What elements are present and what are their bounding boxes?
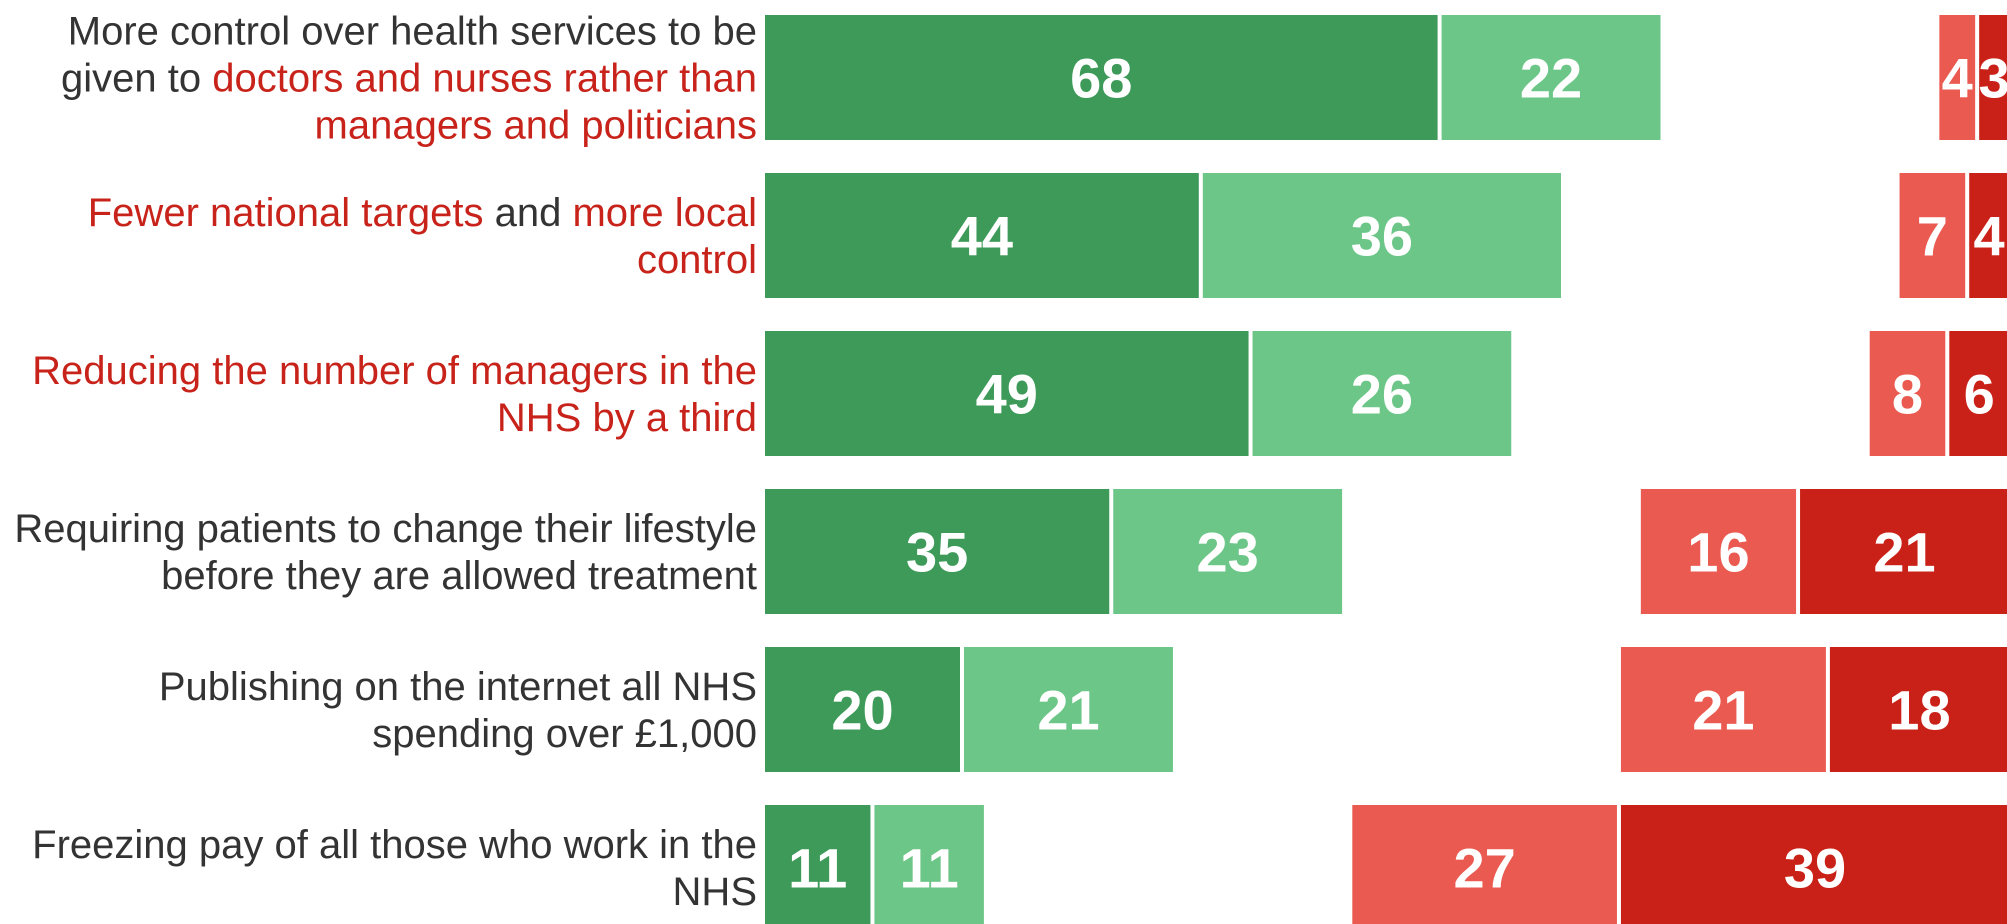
bar-segment-oppose (1939, 15, 1976, 140)
row-label-segment: Freezing pay of all those who work in th… (32, 823, 757, 867)
row-label-segment: and (484, 191, 573, 235)
data-label: 21 (1037, 679, 1099, 742)
bar-segment-strong-oppose (1829, 647, 2007, 772)
data-label: 11 (788, 837, 847, 900)
row-label-segment: Publishing on the internet all NHS (159, 665, 757, 709)
data-label: 36 (1351, 205, 1413, 268)
bar-segment-strong-oppose (1800, 489, 2007, 614)
data-label: 3 (1978, 47, 2007, 110)
bar-segment-strong-oppose (1969, 173, 2007, 298)
bar-segment-strong-support (765, 15, 1438, 140)
row-label-segment: NHS (673, 870, 757, 914)
data-label: 27 (1453, 837, 1515, 900)
row-label-highlight: control (637, 238, 757, 282)
data-label: 21 (1692, 679, 1754, 742)
data-label: 4 (1942, 47, 1973, 110)
bar-segment-oppose (1640, 489, 1797, 614)
bar-segment-strong-support (765, 331, 1249, 456)
row-label: Requiring patients to change their lifes… (14, 507, 757, 598)
row-label-segment: before they are allowed treatment (161, 554, 757, 598)
row-label-highlight: managers and politicians (315, 104, 757, 148)
bar-segment-strong-support (765, 489, 1110, 614)
data-label: 26 (1351, 363, 1413, 426)
data-label: 49 (976, 363, 1038, 426)
bar-segment-strong-support (765, 173, 1199, 298)
row-label-segment: More control over health services to be (68, 10, 757, 54)
data-label: 21 (1873, 521, 1935, 584)
bar-segment-support (1113, 489, 1343, 614)
data-label: 23 (1197, 521, 1259, 584)
bar-segment-support (1252, 331, 1512, 456)
data-label: 11 (900, 837, 959, 900)
bar-segment-support (964, 647, 1173, 772)
data-label: 7 (1917, 205, 1948, 268)
bar-segment-support (874, 805, 984, 924)
row-label-highlight: NHS by a third (497, 396, 757, 440)
bar-segment-support (1202, 173, 1561, 298)
data-label: 4 (1974, 205, 2005, 268)
bar-segment-oppose (1899, 173, 1966, 298)
row-label: Publishing on the internet all NHS spendi… (159, 665, 757, 756)
row-label-highlight: Reducing the number of managers in the (32, 349, 757, 393)
bar-segment-oppose (1352, 805, 1617, 924)
bar-segment-oppose (1620, 647, 1826, 772)
data-label: 6 (1964, 363, 1995, 426)
bar-segment-strong-oppose (1620, 805, 2007, 924)
data-label: 8 (1892, 363, 1923, 426)
data-label: 39 (1784, 837, 1846, 900)
row-label: Fewer national targets and more local con… (88, 191, 757, 282)
bar-segment-strong-support (765, 805, 871, 924)
row-label-highlight: doctors and nurses rather than (212, 57, 757, 101)
bar-segment-strong-oppose (1949, 331, 2007, 456)
bar-segment-strong-support (765, 647, 960, 772)
row-label-segment: given to (61, 57, 212, 101)
row-label-highlight: Fewer national targets (88, 191, 484, 235)
bar-segment-strong-oppose (1979, 15, 2007, 140)
row-label: Freezing pay of all those who work in th… (32, 823, 757, 914)
row-label-segment: Requiring patients to change their lifes… (14, 507, 757, 551)
data-label: 22 (1520, 47, 1582, 110)
bar-segment-support (1441, 15, 1661, 140)
row-label-segment: spending over £1,000 (372, 712, 757, 756)
row-label: More control over health services to be g… (61, 10, 757, 148)
data-label: 44 (951, 205, 1013, 268)
row-label: Reducing the number of managers in the NH… (32, 349, 757, 440)
data-label: 18 (1888, 679, 1950, 742)
bar-segment-oppose (1869, 331, 1946, 456)
data-label: 68 (1070, 47, 1132, 110)
data-label: 16 (1687, 521, 1749, 584)
data-label: 35 (906, 521, 968, 584)
data-label: 20 (831, 679, 893, 742)
row-label-highlight: more local (572, 191, 757, 235)
